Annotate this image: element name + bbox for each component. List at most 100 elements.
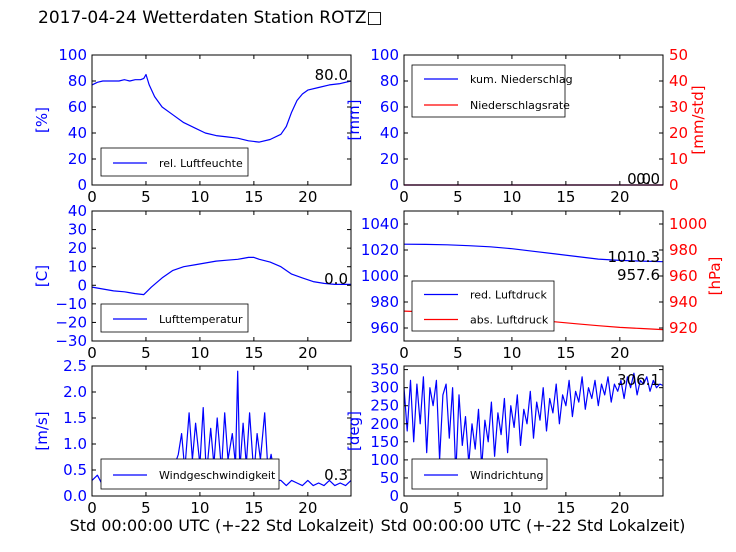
y-tick-label: 0.0 [63,487,87,505]
y-tick-label: 0 [389,487,399,505]
y-tick-label-right: 0 [669,176,679,194]
y-axis-label: [mm] [345,100,363,141]
x-tick-label: 20 [610,188,629,206]
y-tick-label: 0 [389,176,399,194]
y-tick-label: 100 [370,451,399,469]
x-tick-label: 0 [87,344,97,362]
legend-label: Lufttemperatur [159,313,243,326]
y-tick-label: 60 [380,98,399,116]
y-tick-label: 80 [380,72,399,90]
y-tick-label: 200 [370,415,399,433]
figure-title: 2017-04-24 Wetterdaten Station ROTZ□ [38,8,383,28]
legend-label: abs. Luftdruck [470,314,549,327]
legend-box [411,64,566,118]
legend-label: rel. Luftfeuchte [159,157,243,170]
current-value: 0.0 [636,170,660,188]
y-tick-label: 20 [68,239,87,257]
series-line-humidity-0 [91,73,352,143]
legend-box [100,147,249,177]
x-tick-label: 0 [399,188,409,206]
plot-frame [403,365,664,497]
current-value-2: 0.0 [627,170,651,188]
y-tick-label: 350 [370,361,399,379]
chart-wind_direction [403,365,664,497]
legend-box [411,280,555,332]
y-axis-label: [C] [33,265,51,287]
x-tick-label: 10 [190,344,209,362]
x-tick-label: 15 [244,344,263,362]
y-tick-label: 0 [77,276,87,294]
legend-label: Niederschlagsrate [470,99,570,112]
y-tick-label: 20 [380,150,399,168]
y-tick-label-right: 960 [669,267,698,285]
x-tick-label: 5 [141,344,151,362]
y-tick-label-right: 50 [669,46,688,64]
x-tick-label: 5 [453,499,463,517]
y-tick-label: 40 [68,124,87,142]
y-tick-label-right: 30 [669,98,688,116]
x-tick-label: 0 [399,499,409,517]
y-tick-label: 10 [68,258,87,276]
chart-pressure [403,210,664,342]
y-tick-label-right: 1000 [669,215,707,233]
x-tick-label: 5 [453,344,463,362]
current-value: 80.0 [315,66,348,84]
y-tick-label: 80 [68,72,87,90]
x-tick-label: 10 [502,344,521,362]
x-axis-label: Std 00:00:00 UTC (+-22 Std Lokalzeit) [381,516,686,535]
plot-frame [91,365,352,497]
legend-label: Windgeschwindigkeit [159,469,276,482]
legend-box [100,303,249,333]
x-tick-label: 0 [399,344,409,362]
current-value: 0.0 [324,270,348,288]
y-tick-label: 100 [370,46,399,64]
y-tick-label: 100 [58,46,87,64]
plot-frame [91,210,352,342]
series-line-pressure-0 [403,243,664,263]
plot-frame [403,54,664,186]
x-tick-label: 10 [502,188,521,206]
y-tick-label: −20 [55,313,87,331]
y-tick-label-right: 920 [669,319,698,337]
legend-label: Windrichtung [470,469,543,482]
y-tick-label: 300 [370,379,399,397]
x-tick-label: 5 [141,188,151,206]
y-tick-label-right: 20 [669,124,688,142]
y-axis-label-right: [hPa] [706,257,724,296]
y-axis-label: [m/s] [33,411,51,450]
x-tick-label: 20 [610,344,629,362]
y-tick-label: 40 [68,202,87,220]
x-tick-label: 10 [190,188,209,206]
x-tick-label: 0 [87,188,97,206]
current-value-2: 957.6 [617,266,660,284]
y-tick-label: 250 [370,397,399,415]
y-tick-label: 960 [370,319,399,337]
chart-humidity [91,54,352,186]
chart-precip [403,54,664,186]
x-tick-label: 20 [610,499,629,517]
x-tick-label: 15 [244,188,263,206]
x-tick-label: 10 [190,499,209,517]
x-tick-label: 20 [298,344,317,362]
y-tick-label: −10 [55,295,87,313]
x-tick-label: 20 [298,499,317,517]
y-tick-label: 20 [68,150,87,168]
y-tick-label-right: 940 [669,293,698,311]
x-tick-label: 5 [453,188,463,206]
y-tick-label: 2.5 [63,357,87,375]
current-value: 306.1 [617,371,660,389]
x-axis-label: Std 00:00:00 UTC (+-22 Std Lokalzeit) [70,516,375,535]
x-tick-label: 5 [141,499,151,517]
y-tick-label: 1000 [361,267,399,285]
y-tick-label: 1.5 [63,409,87,427]
y-axis-label-right: [mm/std] [689,85,707,154]
x-tick-label: 20 [298,188,317,206]
y-tick-label: 50 [380,469,399,487]
y-tick-label: −30 [55,332,87,350]
current-value: 1010.3 [608,248,661,266]
y-tick-label-right: 980 [669,241,698,259]
series-line-temperature-0 [91,256,351,296]
y-axis-label: [deg] [345,411,363,451]
x-tick-label: 15 [556,188,575,206]
